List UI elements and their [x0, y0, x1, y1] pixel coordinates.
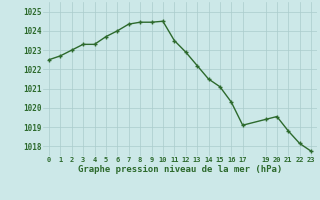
X-axis label: Graphe pression niveau de la mer (hPa): Graphe pression niveau de la mer (hPa) [78, 165, 282, 174]
